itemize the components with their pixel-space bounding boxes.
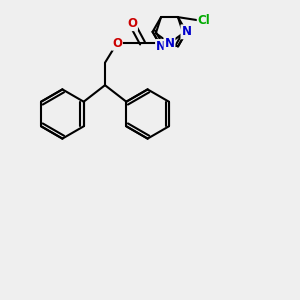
Text: N: N [156,40,166,53]
Text: N: N [164,37,175,50]
Text: O: O [127,17,137,30]
Text: Cl: Cl [198,14,210,27]
Text: O: O [112,37,122,50]
Text: N: N [182,25,191,38]
